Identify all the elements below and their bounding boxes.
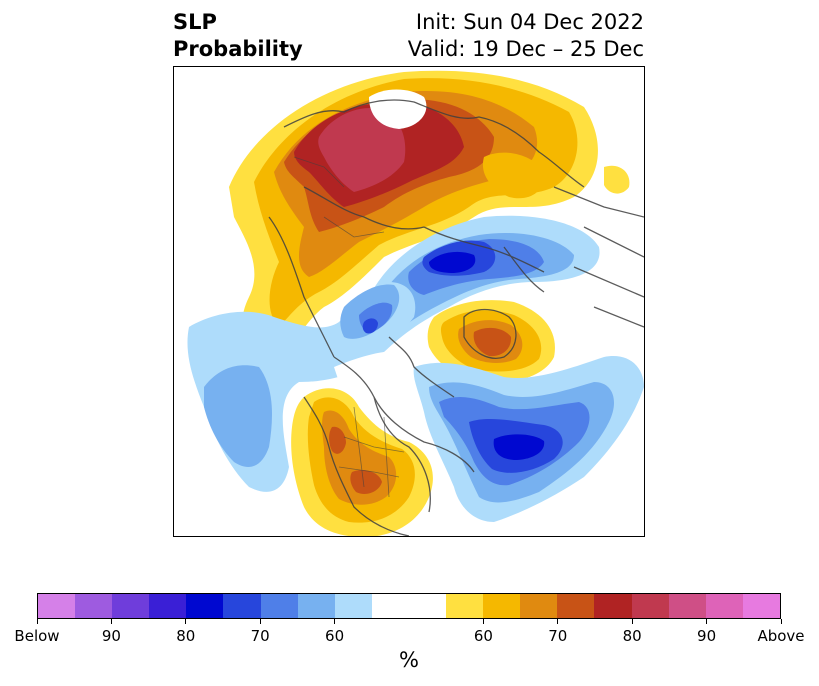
colorbar-segment: [705, 594, 743, 618]
colorbar-tick: [185, 619, 187, 624]
coastlines: [268, 99, 644, 536]
colorbar-tick-label: 80: [622, 627, 642, 645]
colorbar-unit-label: %: [399, 648, 419, 672]
colorbar-segment: [75, 594, 113, 618]
colorbar-segment: [260, 594, 298, 618]
colorbar-tick: [780, 619, 782, 624]
colorbar-segment: [557, 594, 595, 618]
map-title: SLP Probability: [173, 9, 303, 63]
colorbar-tick: [36, 619, 38, 624]
colorbar-segment: [334, 594, 372, 618]
colorbar-segment: [297, 594, 335, 618]
colorbar-tick: [482, 619, 484, 624]
colorbar-segment: [112, 594, 150, 618]
colorbar-segment: [594, 594, 632, 618]
colorbar-tick: [557, 619, 559, 624]
colorbar-segment: [483, 594, 521, 618]
init-date: Init: Sun 04 Dec 2022: [415, 10, 644, 34]
colorbar-segment: [408, 594, 447, 618]
colorbar-tick: [259, 619, 261, 624]
colorbar-segment: [742, 594, 780, 618]
title-metric: Probability: [173, 37, 303, 61]
colorbar-tick-label: Below: [14, 627, 60, 645]
colorbar-segment: [186, 594, 224, 618]
colorbar-tick-label: 60: [473, 627, 493, 645]
colorbar-tick-label: 60: [325, 627, 345, 645]
colorbar-tick-label: 90: [101, 627, 121, 645]
title-variable: SLP: [173, 10, 217, 34]
colorbar-segment: [631, 594, 669, 618]
colorbar-tick: [110, 619, 112, 624]
colorbar-segment: [520, 594, 558, 618]
colorbar-tick-label: Above: [757, 627, 805, 645]
colorbar-tick-label: 70: [548, 627, 568, 645]
map-panel: [173, 66, 645, 537]
colorbar: [37, 593, 781, 619]
colorbar-tick-label: 90: [697, 627, 717, 645]
colorbar-segment: [668, 594, 706, 618]
colorbar-segment: [149, 594, 187, 618]
probability-map: [174, 67, 644, 536]
colorbar-segment: [223, 594, 261, 618]
colorbar-segment: [38, 594, 76, 618]
colorbar-segment: [371, 594, 409, 618]
colorbar-tick: [334, 619, 336, 624]
colorbar-tick-label: 70: [250, 627, 270, 645]
colorbar-segment: [446, 594, 484, 618]
colorbar-tick: [706, 619, 708, 624]
valid-range: Valid: 19 Dec – 25 Dec: [407, 37, 644, 61]
colorbar-tick-label: 80: [176, 627, 196, 645]
colorbar-tick: [631, 619, 633, 624]
map-subtitle: Init: Sun 04 Dec 2022 Valid: 19 Dec – 25…: [408, 9, 644, 63]
